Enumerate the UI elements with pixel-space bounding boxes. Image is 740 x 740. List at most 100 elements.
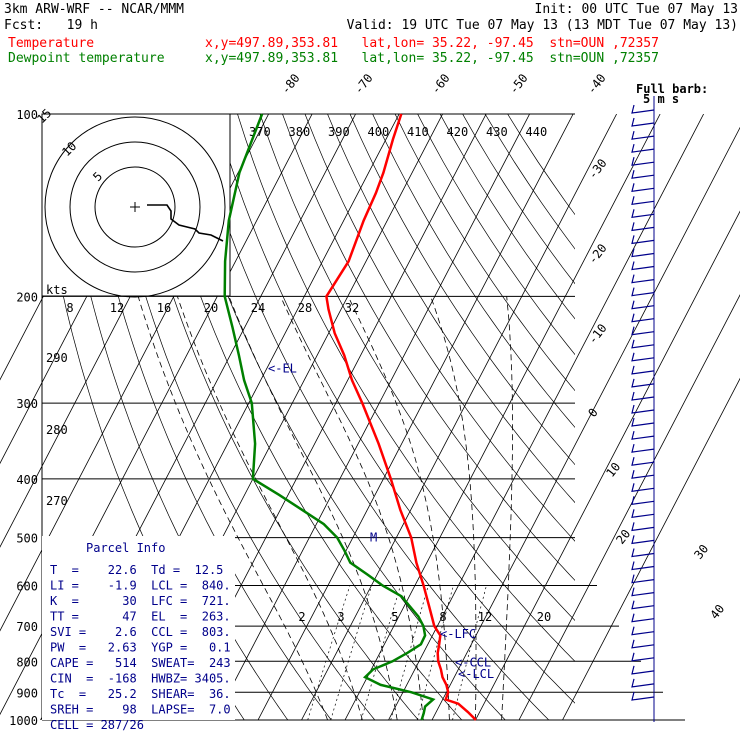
dry-adiabat-430 [439, 114, 575, 320]
wind-barb [631, 509, 655, 519]
moist-adiabat-12 [228, 296, 398, 720]
mixing-ratio-label: 8 [439, 610, 446, 624]
init-time: Init: 00 UTC Tue 07 May 13 [534, 2, 739, 17]
pressure-label-600: 600 [16, 580, 38, 594]
wind-barb [631, 457, 655, 466]
thetae-label: 16 [157, 301, 171, 315]
dry-adiabat-360 [282, 114, 575, 581]
isotherm-label-right: -30 [585, 156, 609, 182]
isotherm-30 [475, 210, 740, 720]
isotherm-label-top: -80 [278, 71, 302, 97]
dry-adiabat-400 [372, 114, 575, 428]
dry-adiabat-460 [507, 114, 575, 216]
hodograph-trace [147, 204, 224, 242]
parcel-info-row: SREH = 98 LAPSE= 7.0 [50, 703, 231, 717]
parcel-info-row: K = 30 LFC = 721. [50, 594, 231, 608]
hodograph-ring [69, 141, 201, 273]
pressure-label-400: 400 [16, 473, 38, 487]
dry-adiabat-300 [147, 114, 463, 720]
dry-adiabat-370 [304, 114, 575, 542]
dry-adiabat-340 [237, 114, 575, 662]
pressure-label-100: 100 [16, 108, 38, 122]
annotation-label: <-CCL [455, 655, 491, 669]
pressure-label-500: 500 [16, 532, 38, 546]
parcel-info-row: TT = 47 EL = 263. [50, 610, 231, 624]
wind-barb [631, 209, 655, 219]
wind-barb [631, 535, 655, 545]
wind-barb [631, 117, 655, 127]
isotherm-label-top: -40 [584, 71, 608, 97]
theta-label: 430 [486, 125, 508, 139]
thetae-label: 28 [298, 301, 312, 315]
wind-barb [631, 522, 655, 532]
mixing-ratio-label: 3 [337, 610, 344, 624]
wind-barb [631, 574, 655, 584]
isotherm-label-top: -70 [351, 71, 375, 97]
parcel-info-title: Parcel Info [86, 541, 165, 555]
theta-label: 410 [407, 125, 429, 139]
wind-barb [631, 352, 655, 362]
theta-label: 390 [328, 125, 350, 139]
valid-time: Valid: 19 UTC Tue 07 May 13 (13 MDT Tue … [346, 18, 738, 33]
parcel-info-row: SVI = 2.6 CCL = 803. [50, 625, 231, 639]
theta-label-left: 270 [46, 494, 68, 508]
pressure-label-900: 900 [16, 686, 38, 700]
wind-barb [631, 313, 655, 323]
moist-adiabat-18 [280, 296, 424, 720]
dry-adiabat-390 [349, 114, 575, 466]
pressure-label-300: 300 [16, 397, 38, 411]
isotherm-label-right: 0 [585, 406, 600, 420]
legend-temperature: Temperature [8, 36, 95, 51]
isotherm-50 [562, 377, 740, 720]
temperature-trace [325, 113, 477, 721]
wind-barb [631, 652, 655, 662]
wind-barb [631, 391, 655, 401]
wind-barb [631, 548, 655, 558]
parcel-info-row: CAPE = 514 SWEAT= 243 [50, 656, 231, 670]
wind-barb [631, 261, 655, 271]
thetae-label: 12 [110, 301, 124, 315]
dry-adiabat-410 [394, 114, 575, 392]
isotherm-label-right: 40 [707, 602, 727, 622]
parcel-info-row: PW = 2.63 YGP = 0.1 [50, 641, 231, 655]
wind-legend-line1: Full barb: [636, 82, 708, 96]
thetae-label: 32 [345, 301, 359, 315]
wind-barb [631, 157, 655, 166]
pressure-label-200: 200 [16, 290, 38, 304]
isotherm-label-right: 30 [691, 542, 711, 562]
isotherm-label-top: -60 [428, 71, 452, 97]
moist-adiabat-m4 [137, 296, 328, 720]
wind-barb [631, 300, 655, 310]
thetae-label: 20 [204, 301, 218, 315]
isotherm-label-right: -20 [585, 241, 609, 267]
wind-barb [631, 417, 655, 427]
mixing-ratio-label: 20 [537, 610, 551, 624]
isotherm-40 [518, 294, 740, 720]
wind-barb [631, 443, 655, 453]
wind-barb [631, 483, 655, 493]
temperature-location-info: x,y=497.89,353.81 lat,lon= 35.22, -97.45… [205, 36, 659, 51]
wind-barb [631, 613, 655, 623]
hodograph-units: kts [46, 283, 68, 297]
wind-barb [631, 130, 655, 140]
wind-barb [631, 496, 655, 506]
theta-label: 380 [289, 125, 311, 139]
theta-label: 420 [447, 125, 469, 139]
wind-barb [631, 326, 655, 336]
wind-barb [631, 430, 655, 440]
isotherm-label-right: 10 [603, 460, 623, 480]
mixing-ratio-line-5 [360, 585, 401, 720]
annotation-label: <-LCL [458, 667, 494, 681]
isotherm-0 [344, 114, 661, 720]
mixing-ratio-line-2 [307, 585, 351, 720]
theta-label: 400 [368, 125, 390, 139]
dry-adiabat-290 [124, 114, 419, 720]
dewpoint-trace [223, 113, 436, 721]
pressure-label-700: 700 [16, 620, 38, 634]
dry-adiabat-380 [327, 114, 575, 504]
wind-barb [631, 274, 655, 284]
hodograph-ring [44, 116, 226, 298]
wind-barb [631, 365, 655, 375]
theta-label: 440 [526, 125, 548, 139]
